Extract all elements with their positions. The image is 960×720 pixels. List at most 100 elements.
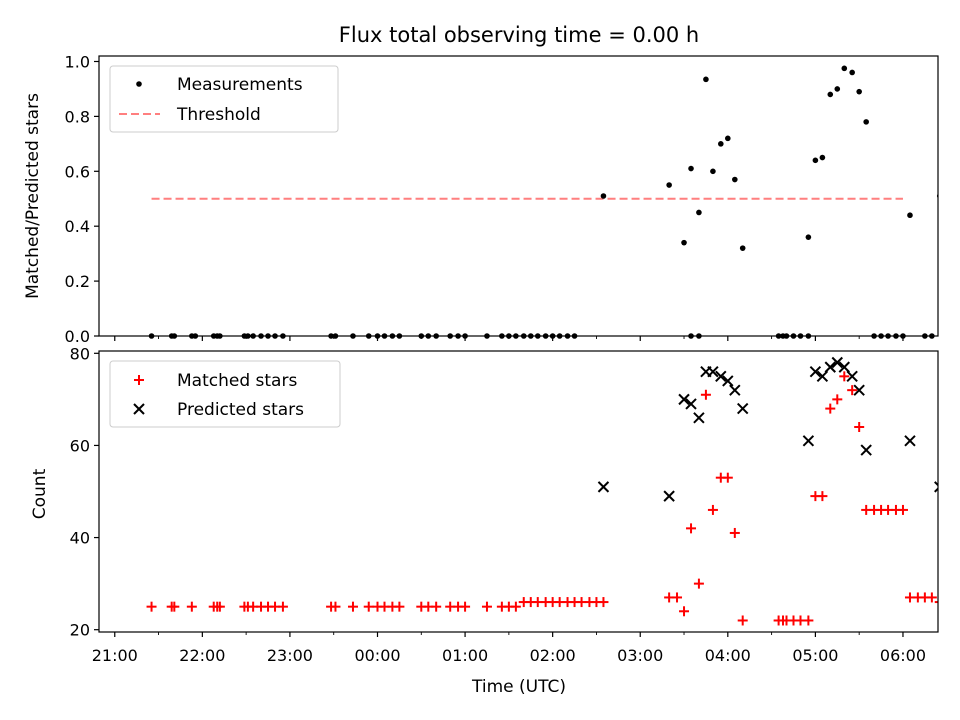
matched-star-point <box>707 504 718 515</box>
bottom-y-tick-label: 60 <box>70 436 90 455</box>
chart-title: Flux total observing time = 0.00 h <box>339 23 699 47</box>
matched-star-point <box>949 597 959 607</box>
matched-star-point <box>722 472 733 483</box>
bottom-x-tick-label: 02:00 <box>530 646 576 665</box>
top-y-tick-label: 0.0 <box>65 327 90 346</box>
predicted-star-mark-b <box>831 356 843 369</box>
matched-star-point <box>832 394 843 405</box>
bottom-plot-frame <box>98 350 939 633</box>
legend-measurements-label: Measurements <box>177 75 303 95</box>
predicted-star-point <box>802 435 815 447</box>
measurement-point <box>944 333 950 339</box>
predicted-star-mark-b <box>853 384 865 396</box>
matched-star-point <box>460 601 471 612</box>
measurement-point <box>841 65 848 72</box>
predicted-star-point <box>949 463 959 473</box>
bottom-x-tick-label: 23:00 <box>267 646 313 665</box>
measurement-point <box>856 88 862 95</box>
predicted-star-point <box>838 361 850 373</box>
bottom-y-tick-label: 40 <box>70 529 90 548</box>
predicted-star-point <box>846 370 858 383</box>
measurement-point <box>600 193 607 199</box>
measurement-point <box>907 212 913 219</box>
bottom-x-tick-label: 05:00 <box>792 646 838 665</box>
matched-star-point <box>897 504 908 515</box>
predicted-star-point <box>816 370 829 383</box>
bottom-x-tick-label: 06:00 <box>880 646 926 665</box>
measurement-point <box>739 245 746 251</box>
predicted-star-point <box>824 361 836 373</box>
predicted-star-mark-b <box>597 481 610 493</box>
measurement-point <box>849 69 855 76</box>
matched-star-point <box>942 597 952 607</box>
measurement-point <box>703 76 709 83</box>
matched-star-point <box>169 601 180 612</box>
predicted-star-mark-b <box>663 490 675 502</box>
bottom-x-tick-label: 01:00 <box>442 646 488 665</box>
matched-star-point <box>817 491 828 502</box>
predicted-star-point <box>853 384 865 396</box>
bottom-x-tick-label: 22:00 <box>179 646 225 665</box>
predicted-star-mark-b <box>729 384 741 396</box>
matched-star-point <box>957 592 960 602</box>
bottom-plot: 20 40 60 80 21:00 22:00 23:00 00:00 01:00 02:00 03… <box>70 344 960 665</box>
matched-star-point <box>825 403 836 414</box>
predicted-star-mark-b <box>809 366 822 378</box>
legend-measurement-marker <box>136 81 142 87</box>
predicted-star-mark-a <box>934 481 938 487</box>
predicted-star-point <box>809 366 822 378</box>
matched-star-point <box>847 385 858 396</box>
measurement-point <box>696 209 702 216</box>
matched-star-point <box>679 606 690 617</box>
predicted-star-mark-b <box>904 435 916 447</box>
matched-star-point <box>214 601 225 612</box>
matched-star-point <box>277 601 288 612</box>
matched-star-point <box>672 592 683 603</box>
bottom-y-axis-label: Count <box>30 468 50 519</box>
bottom-x-tick-label: 21:00 <box>92 646 138 665</box>
matched-star-point <box>700 389 711 400</box>
matched-star-point <box>934 601 938 604</box>
predicted-star-mark-b <box>824 361 836 373</box>
measurement-point <box>666 182 672 188</box>
predicted-star-mark-b <box>685 398 697 410</box>
measurement-point <box>834 86 841 92</box>
predicted-star-mark-b <box>846 370 858 383</box>
legend-threshold-label: Threshold <box>176 105 261 125</box>
matched-star-point <box>686 523 697 534</box>
predicted-star-point <box>678 393 690 406</box>
top-y-tick-label: 0.4 <box>65 217 90 236</box>
matched-star-point <box>510 601 521 612</box>
measurement-point <box>681 239 687 246</box>
predicted-star-point <box>736 402 749 415</box>
measurement-point <box>805 234 812 240</box>
predicted-star-point <box>957 450 960 460</box>
predicted-star-mark-b <box>816 370 829 383</box>
predicted-star-mark-b <box>957 450 960 460</box>
predicted-star-point <box>663 490 675 502</box>
measurement-point <box>725 135 731 142</box>
predicted-star-point <box>831 356 843 369</box>
matched-star-point <box>598 597 609 608</box>
predicted-star-point <box>685 398 697 410</box>
predicted-star-mark-a <box>957 450 960 460</box>
top-legend-box <box>109 65 339 133</box>
matched-star-point <box>729 527 740 538</box>
measurement-point <box>688 165 694 172</box>
bottom-y-tick-label: 20 <box>70 621 90 640</box>
matched-star-point <box>347 601 358 612</box>
top-legend: Measurements Threshold <box>109 65 339 133</box>
matched-star-point <box>854 422 865 433</box>
measurement-point <box>827 91 834 98</box>
bottom-x-tick-label: 00:00 <box>354 646 400 665</box>
predicted-star-mark-a <box>949 463 959 473</box>
bottom-x-tick-label: 03:00 <box>617 646 663 665</box>
predicted-star-point <box>707 366 719 378</box>
predicted-star-point <box>722 375 734 387</box>
matched-star-point <box>839 371 850 382</box>
legend-matched-label: Matched stars <box>177 371 297 391</box>
predicted-star-mark-b <box>722 375 734 387</box>
predicted-star-point <box>597 481 610 493</box>
predicted-star-point <box>934 481 938 493</box>
